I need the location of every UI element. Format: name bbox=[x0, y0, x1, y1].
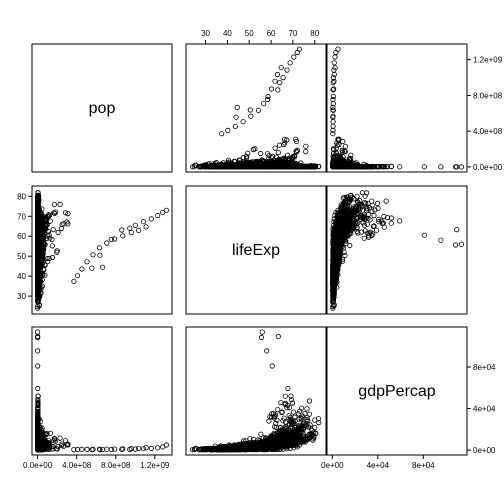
data-point bbox=[49, 243, 55, 249]
data-point bbox=[276, 142, 282, 148]
data-point bbox=[397, 164, 403, 170]
data-point bbox=[275, 87, 281, 93]
data-point bbox=[286, 156, 292, 162]
data-point bbox=[280, 75, 286, 81]
data-point bbox=[293, 138, 300, 144]
data-point bbox=[296, 46, 302, 52]
data-point bbox=[281, 141, 287, 148]
data-point bbox=[248, 113, 254, 119]
data-point bbox=[274, 71, 280, 78]
panel-gdpPercap-vs-lifeExp bbox=[185, 326, 327, 456]
data-point bbox=[196, 164, 202, 170]
data-point bbox=[332, 54, 338, 60]
points-lifeExp-vs-pop bbox=[34, 190, 169, 311]
panel-lifeExp-vs-lifeExp bbox=[185, 185, 327, 315]
data-point bbox=[330, 119, 336, 125]
data-point bbox=[331, 60, 337, 66]
data-point bbox=[421, 164, 427, 170]
data-point bbox=[438, 164, 444, 170]
data-point bbox=[265, 93, 271, 100]
data-point bbox=[255, 107, 261, 113]
data-point bbox=[191, 164, 197, 170]
data-point bbox=[292, 154, 298, 160]
data-point bbox=[303, 143, 309, 149]
data-point bbox=[293, 148, 299, 154]
data-point bbox=[51, 202, 58, 208]
panels-layer bbox=[31, 43, 468, 456]
data-point bbox=[303, 149, 309, 155]
points-layer bbox=[34, 46, 464, 453]
panel-lifeExp-vs-gdpPercap bbox=[326, 185, 468, 315]
data-point bbox=[252, 146, 258, 152]
data-point bbox=[264, 151, 271, 157]
data-point bbox=[342, 143, 349, 149]
data-point bbox=[277, 80, 283, 86]
data-point bbox=[234, 104, 240, 111]
panel-lifeExp-vs-pop bbox=[31, 185, 173, 315]
data-point bbox=[233, 114, 239, 120]
data-point bbox=[330, 93, 336, 100]
data-point bbox=[291, 54, 297, 60]
points-pop-vs-gdpPercap bbox=[330, 46, 464, 170]
data-point bbox=[240, 155, 246, 161]
panel-gdpPercap-vs-pop bbox=[31, 326, 173, 456]
data-point bbox=[55, 229, 61, 236]
panel-pop-vs-pop bbox=[31, 43, 173, 173]
data-point bbox=[272, 145, 278, 151]
panel-gdpPercap-vs-gdpPercap bbox=[326, 326, 468, 456]
data-point bbox=[219, 131, 225, 137]
data-point bbox=[245, 150, 251, 156]
data-point bbox=[335, 46, 341, 52]
data-point bbox=[293, 136, 299, 142]
data-point bbox=[189, 164, 196, 170]
data-point bbox=[272, 78, 278, 84]
data-point bbox=[260, 101, 267, 107]
data-point bbox=[50, 227, 56, 233]
data-point bbox=[278, 65, 284, 71]
data-point bbox=[268, 86, 275, 92]
data-point bbox=[275, 150, 281, 156]
data-point bbox=[257, 150, 264, 157]
data-point bbox=[232, 123, 238, 129]
data-point bbox=[240, 119, 246, 125]
panel-pop-vs-lifeExp bbox=[185, 43, 327, 173]
data-point bbox=[244, 153, 250, 159]
data-point bbox=[225, 127, 231, 133]
panel-pop-vs-gdpPercap bbox=[326, 43, 468, 173]
data-point bbox=[247, 107, 253, 113]
data-point bbox=[287, 60, 293, 66]
data-point bbox=[340, 138, 346, 144]
data-point bbox=[458, 164, 464, 170]
points-pop-vs-lifeExp bbox=[189, 46, 322, 170]
data-point bbox=[57, 201, 63, 207]
data-point bbox=[284, 67, 290, 73]
data-point bbox=[281, 136, 288, 142]
